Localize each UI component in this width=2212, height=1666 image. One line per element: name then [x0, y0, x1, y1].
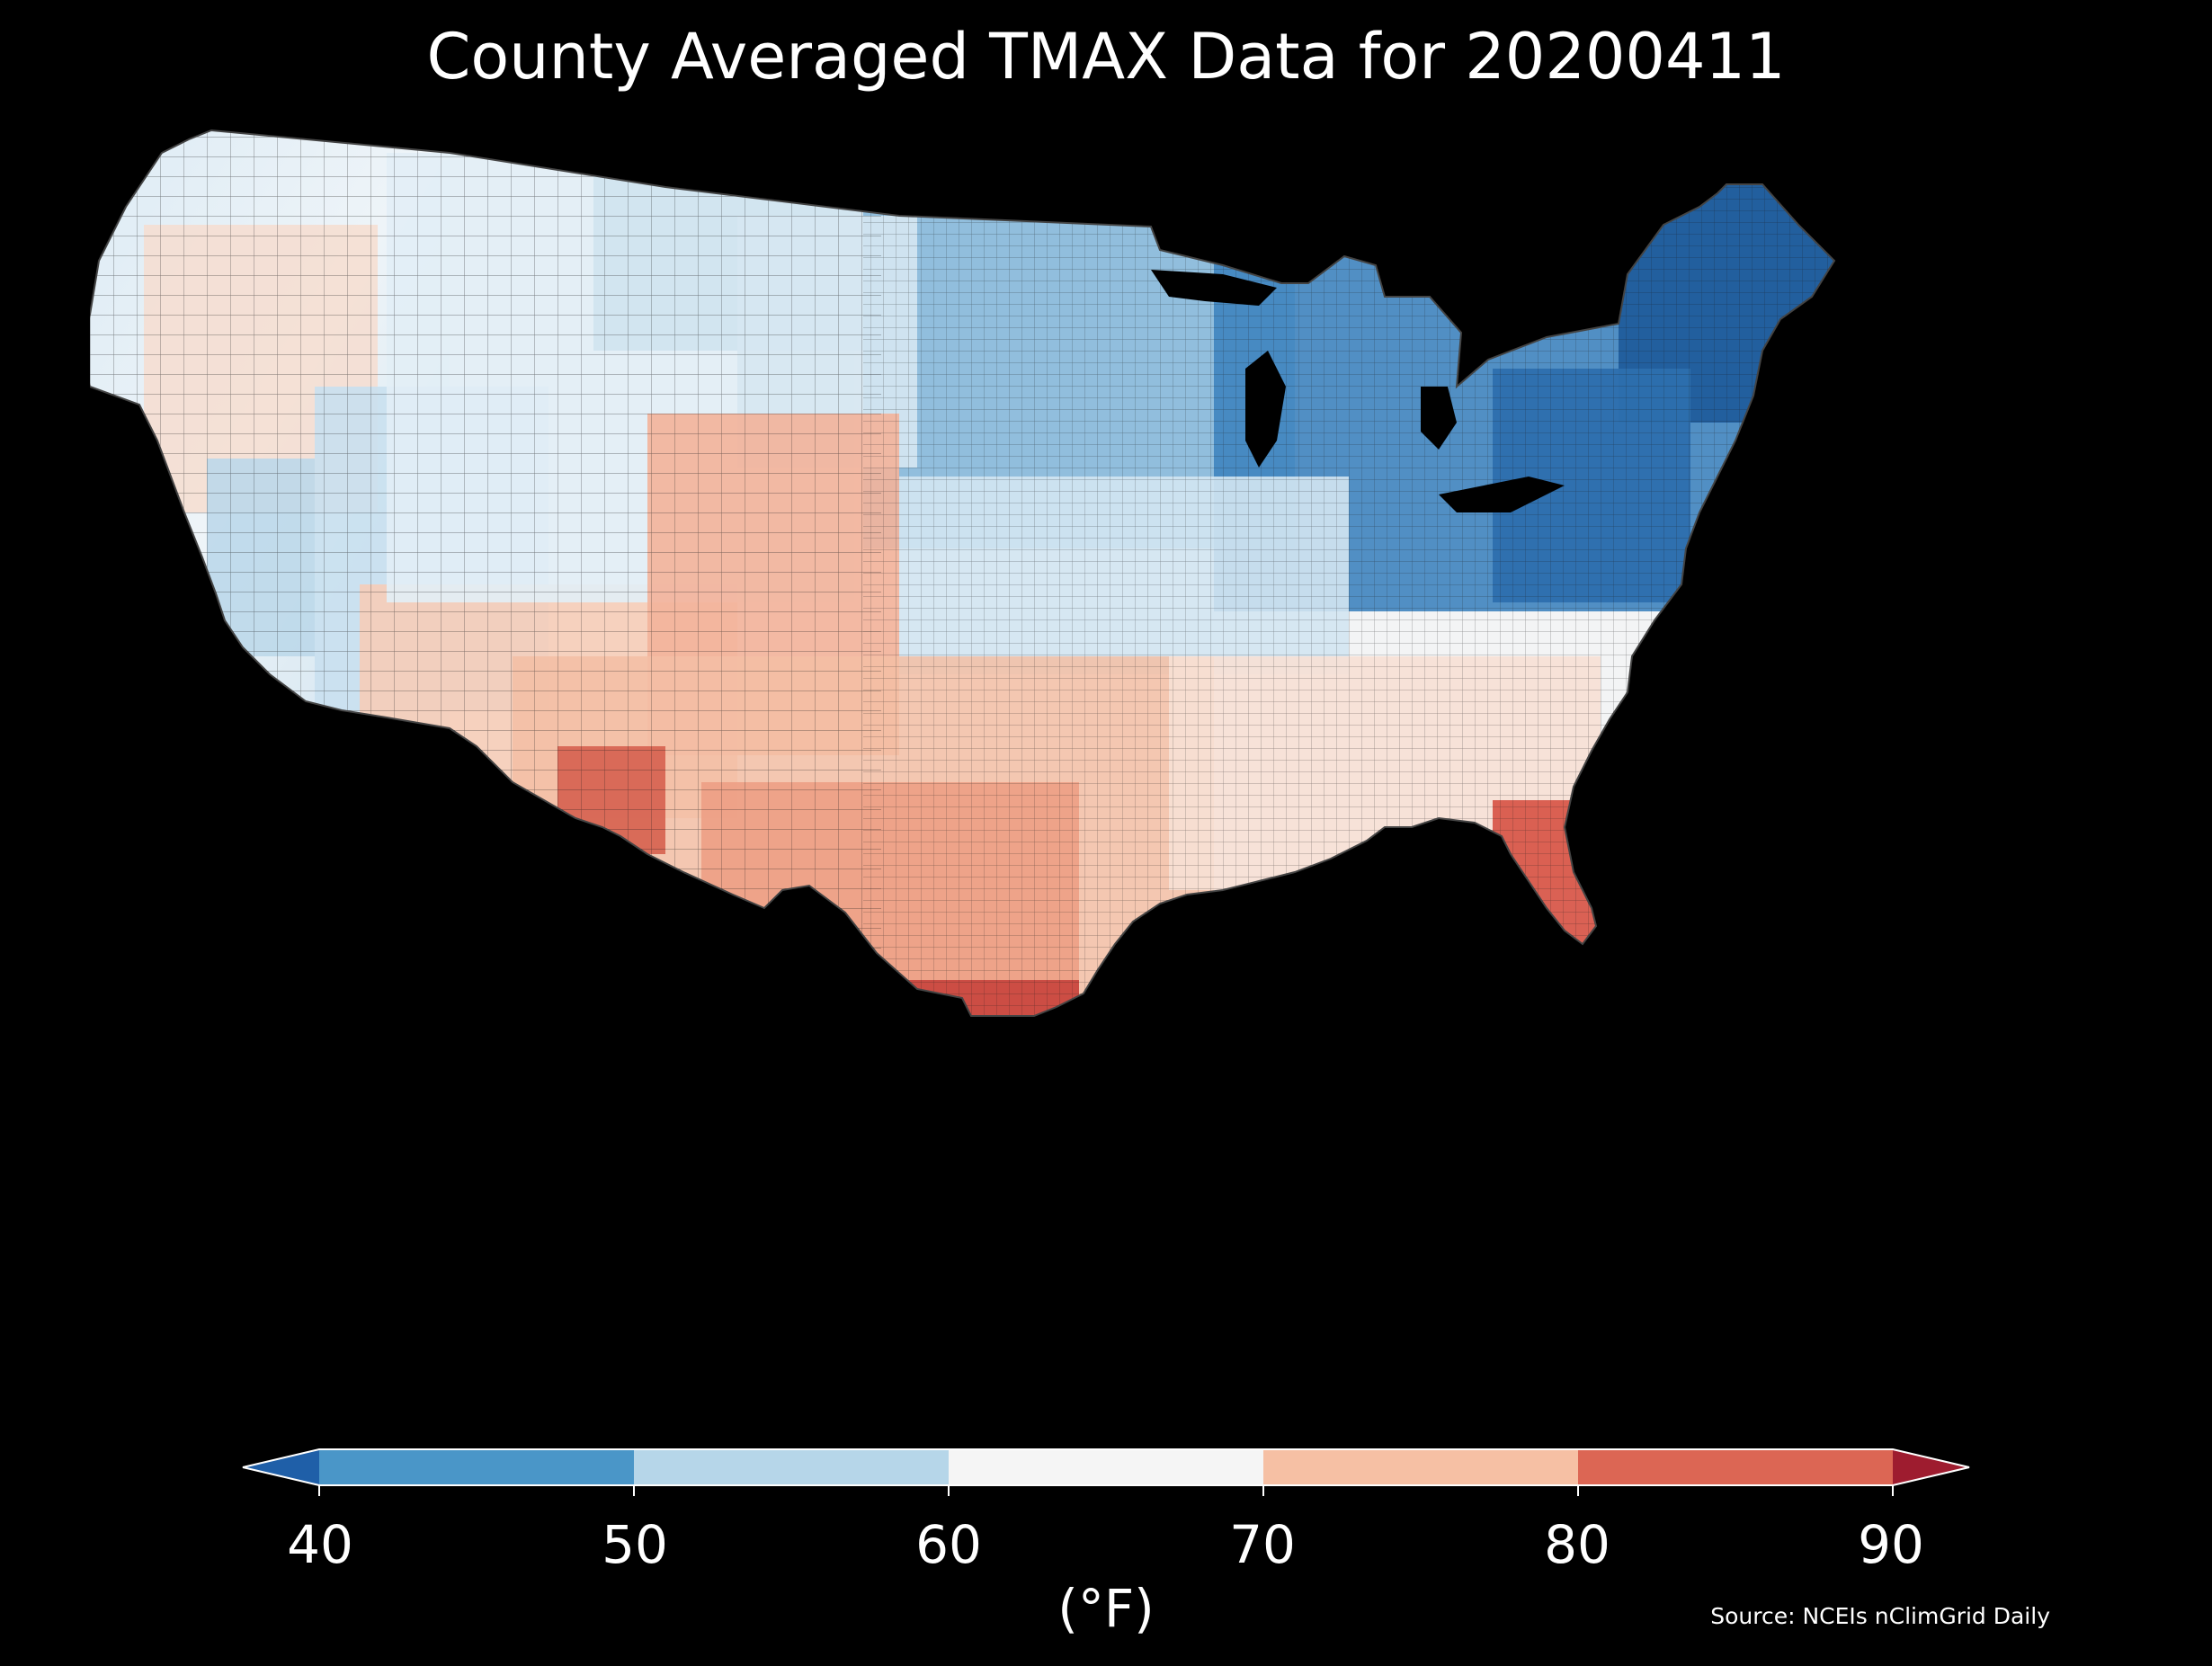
colorbar-bin-80-90 [1578, 1449, 1893, 1485]
colorbar [234, 1439, 1978, 1510]
colorbar-bin-40-50 [319, 1449, 634, 1485]
colorbar-extend-high [1893, 1449, 1969, 1485]
lake-michigan [1245, 351, 1286, 468]
colorbar-bin-60-70 [949, 1449, 1263, 1485]
colorbar-tick-90: 90 [1858, 1514, 1924, 1575]
choropleth-map [90, 117, 2122, 1376]
lake-erie [1439, 477, 1565, 512]
lake-superior [1151, 270, 1277, 306]
colorbar-tick-80: 80 [1544, 1514, 1610, 1575]
colorbar-label: (°F) [1057, 1578, 1155, 1639]
colorbar-tick-50: 50 [602, 1514, 668, 1575]
colorbar-tick-70: 70 [1229, 1514, 1296, 1575]
county-fills [90, 130, 1834, 1016]
source-note: Source: NCEIs nClimGrid Daily [1710, 1603, 2050, 1629]
colorbar-tick-40: 40 [287, 1514, 353, 1575]
colorbar-bin-70-80 [1263, 1449, 1578, 1485]
colorbar-bin-50-60 [634, 1449, 949, 1485]
colorbar-extend-low [243, 1449, 319, 1485]
us-outline [90, 129, 1836, 1017]
map-title: County Averaged TMAX Data for 20200411 [426, 20, 1786, 94]
lake-huron [1421, 387, 1457, 450]
colorbar-tick-60: 60 [915, 1514, 982, 1575]
